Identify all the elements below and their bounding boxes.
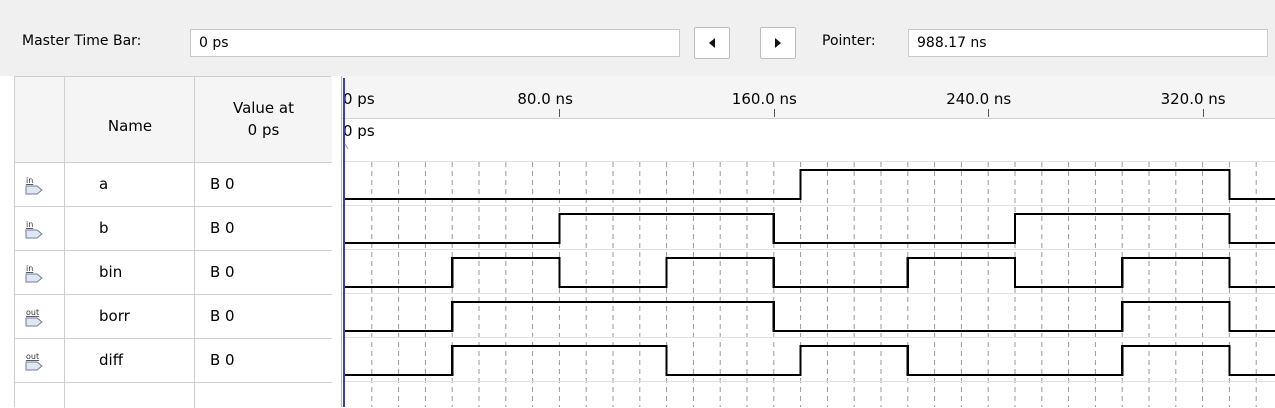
signal-name: bin xyxy=(99,263,123,281)
signal-row-borr[interactable]: out borr B 0 xyxy=(15,295,332,339)
svg-text:in: in xyxy=(26,220,33,229)
ruler-tick xyxy=(773,109,775,117)
table-header: Name Value at 0 ps xyxy=(15,77,332,163)
value-header-line2: 0 ps xyxy=(247,121,280,139)
ruler-tick xyxy=(988,109,990,117)
input-pin-icon: in xyxy=(25,264,43,283)
next-transition-button[interactable] xyxy=(760,27,796,59)
waveform-a[interactable] xyxy=(345,168,1275,201)
column-divider xyxy=(194,77,195,408)
left-arrow-icon xyxy=(709,38,715,48)
svg-text:in: in xyxy=(26,264,33,273)
svg-text:out: out xyxy=(26,352,39,361)
waveform-panel[interactable]: 0 ps 80.0 ns 160.0 ns 240.0 ns 320.0 ns 0 ps xyxy=(341,76,1275,407)
previous-transition-button[interactable] xyxy=(694,27,730,59)
signal-value: B 0 xyxy=(210,307,235,325)
signal-value: B 0 xyxy=(210,351,235,369)
cursor-label: 0 ps xyxy=(343,122,375,140)
waveform-b[interactable] xyxy=(345,212,1275,245)
toolbar: Master Time Bar: 0 ps Pointer: 988.17 ns xyxy=(0,0,1275,76)
signal-row-a[interactable]: in a B 0 xyxy=(15,163,332,207)
input-pin-icon: in xyxy=(25,220,43,239)
ruler-tick-label: 0 ps xyxy=(343,90,375,108)
grid-lines xyxy=(371,162,1257,407)
signal-name: borr xyxy=(99,307,130,325)
ruler-tick xyxy=(1202,109,1204,117)
pointer-field[interactable]: 988.17 ns xyxy=(908,29,1268,57)
signal-row-b[interactable]: in b B 0 xyxy=(15,207,332,251)
name-column-header[interactable]: Name xyxy=(107,117,153,135)
ruler-tick xyxy=(559,109,561,117)
cursor-handle-icon xyxy=(344,143,349,150)
signal-name: a xyxy=(99,175,109,193)
waveform-bin[interactable] xyxy=(345,256,1275,289)
value-header-line1: Value at xyxy=(232,99,295,117)
signal-value: B 0 xyxy=(210,219,235,237)
input-pin-icon: in xyxy=(25,176,43,195)
ruler-tick-label: 240.0 ns xyxy=(946,90,1012,108)
value-column-header[interactable]: Value at 0 ps xyxy=(195,99,332,139)
signal-value: B 0 xyxy=(210,263,235,281)
waveform-diff[interactable] xyxy=(345,344,1275,377)
time-ruler[interactable]: 0 ps 80.0 ns 160.0 ns 240.0 ns 320.0 ns xyxy=(342,76,1275,119)
ruler-tick-label: 320.0 ns xyxy=(1160,90,1226,108)
ruler-tick-label: 80.0 ns xyxy=(517,90,573,108)
master-time-bar-label: Master Time Bar: xyxy=(22,33,142,49)
ruler-tick-label: 160.0 ns xyxy=(731,90,797,108)
svg-text:out: out xyxy=(26,308,39,317)
right-arrow-icon xyxy=(775,38,781,48)
svg-text:in: in xyxy=(26,176,33,185)
signal-name: diff xyxy=(99,351,124,369)
signal-row-bin[interactable]: in bin B 0 xyxy=(15,251,332,295)
output-pin-icon: out xyxy=(25,352,43,371)
pointer-label: Pointer: xyxy=(822,33,876,49)
master-time-bar-field[interactable]: 0 ps xyxy=(190,29,680,57)
waveform-canvas[interactable] xyxy=(342,76,1275,407)
output-pin-icon: out xyxy=(25,308,43,327)
signal-name: b xyxy=(99,219,109,237)
signal-row-diff[interactable]: out diff B 0 xyxy=(15,339,332,383)
signal-value: B 0 xyxy=(210,175,235,193)
waveform-borr[interactable] xyxy=(345,300,1275,333)
column-divider xyxy=(64,77,65,408)
